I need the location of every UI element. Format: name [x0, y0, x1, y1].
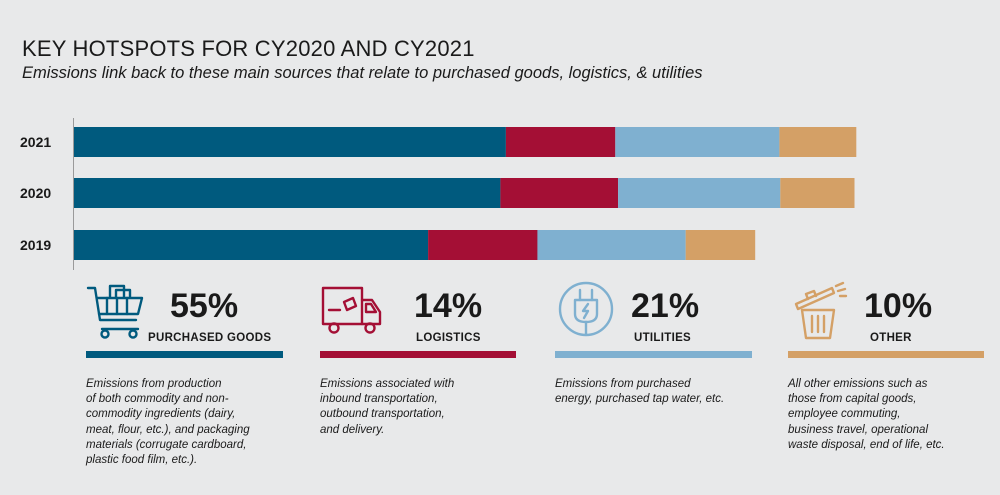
- category-description: Emissions from production of both commod…: [86, 378, 250, 467]
- delivery-truck-icon: [321, 286, 382, 334]
- category-card-logistics: 14% LOGISTICS Emissions associated with …: [320, 280, 520, 490]
- category-label: UTILITIES: [634, 332, 692, 344]
- color-rule: [320, 351, 516, 358]
- bar-segment-other-2021: [779, 127, 857, 157]
- y-tick-label-2020: 2020: [20, 185, 51, 201]
- y-tick-label-2021: 2021: [20, 134, 51, 150]
- y-tick-labels: 2021 2020 2019: [20, 134, 51, 253]
- category-label: OTHER: [870, 332, 912, 344]
- trash-bin-icon: [794, 281, 848, 340]
- category-description: Emissions from purchased energy, purchas…: [555, 378, 725, 406]
- category-label: PURCHASED GOODS: [148, 332, 272, 344]
- color-rule: [86, 351, 283, 358]
- shopping-cart-icon: [86, 284, 144, 339]
- bar-segment-purchased-goods-2019: [74, 230, 429, 260]
- percent-value: 10%: [864, 287, 933, 325]
- bar-segment-logistics-2021: [505, 127, 616, 157]
- chart-title: KEY HOTSPOTS FOR CY2020 AND CY2021: [22, 36, 475, 61]
- bar-segment-other-2020: [780, 178, 855, 208]
- category-card-other: 10% OTHER All other emissions such as th…: [788, 280, 988, 490]
- percent-value: 14%: [414, 287, 483, 325]
- category-card-utilities: 21% UTILITIES Emissions from purchased e…: [555, 280, 755, 490]
- bar-group: [74, 127, 857, 260]
- bar-segment-logistics-2019: [428, 230, 538, 260]
- bar-segment-utilities-2019: [537, 230, 686, 260]
- bar-segment-utilities-2020: [618, 178, 781, 208]
- category-description: All other emissions such as those from c…: [788, 378, 945, 451]
- chart-subtitle: Emissions link back to these main source…: [22, 64, 703, 82]
- category-label: LOGISTICS: [416, 332, 481, 344]
- y-tick-label-2019: 2019: [20, 237, 51, 253]
- bar-segment-purchased-goods-2021: [74, 127, 506, 157]
- bar-segment-purchased-goods-2020: [74, 178, 501, 208]
- color-rule: [788, 351, 984, 358]
- bar-segment-other-2019: [685, 230, 756, 260]
- category-card-purchased-goods: 55% PURCHASED GOODS Emissions from produ…: [86, 280, 286, 490]
- color-rule: [555, 351, 752, 358]
- stacked-bar-chart: 2021 2020 2019: [20, 118, 857, 270]
- percent-value: 55%: [170, 287, 239, 325]
- power-plug-icon: [558, 281, 614, 337]
- bar-segment-logistics-2020: [500, 178, 619, 208]
- percent-value: 21%: [631, 287, 700, 325]
- bar-segment-utilities-2021: [615, 127, 780, 157]
- category-description: Emissions associated with inbound transp…: [320, 378, 455, 436]
